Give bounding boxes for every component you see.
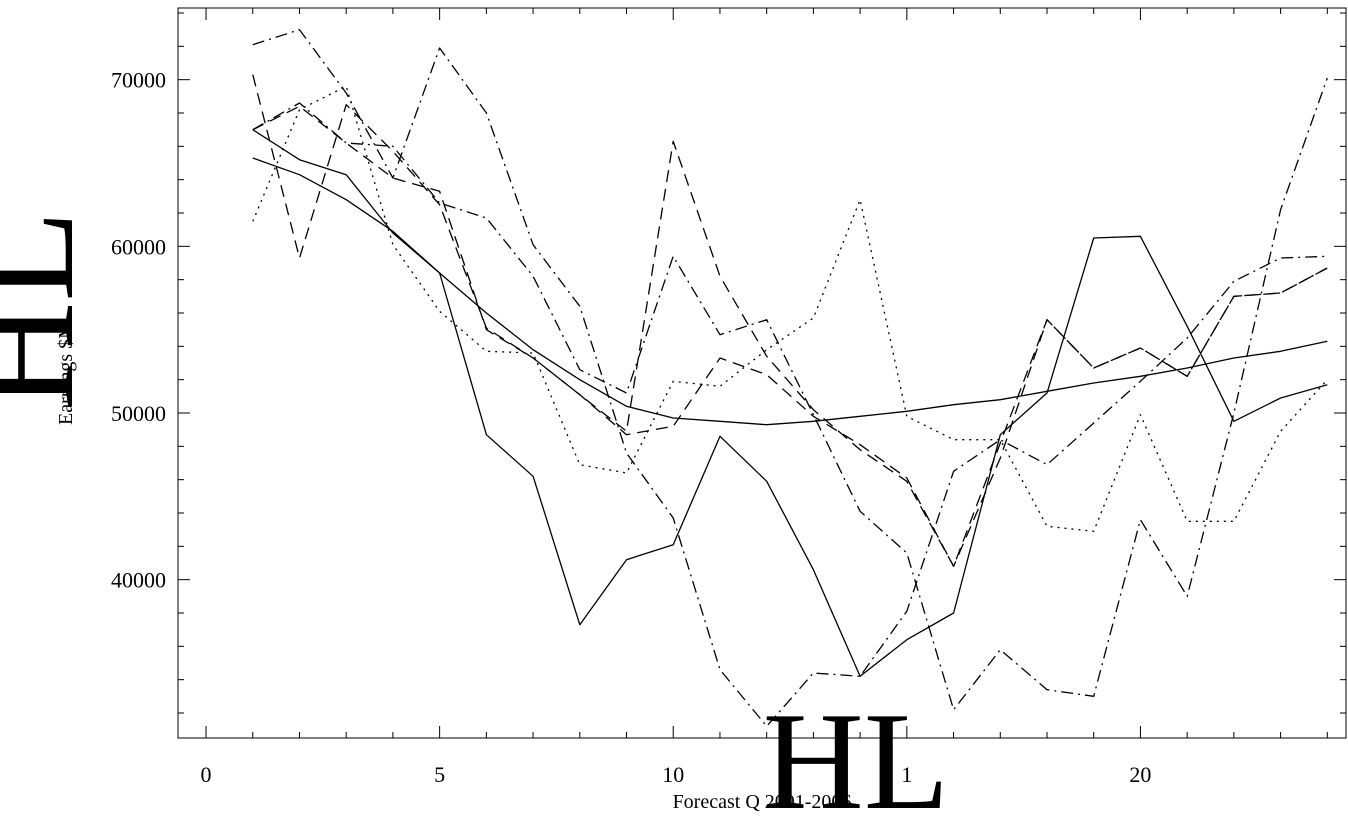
- series-layer: [252, 29, 1328, 727]
- x-tick-label: 1: [901, 762, 912, 787]
- y-axis-label: Earnings $M: [55, 321, 77, 425]
- series-line-5: [252, 85, 1328, 532]
- series-line-1: [252, 129, 1328, 677]
- x-axis-overlay-glyph: HL: [763, 684, 950, 816]
- x-tick-label: 0: [201, 762, 212, 787]
- series-line-7: [252, 105, 1328, 567]
- tick-labels: 0 5 10 1 20 40000 50000 60000 70000: [111, 68, 1151, 787]
- y-tick-label: 70000: [111, 68, 166, 93]
- y-tick-label: 50000: [111, 401, 166, 426]
- x-tick-label: 20: [1129, 762, 1151, 787]
- x-axis-label: Forecast Q 2001-2006: [673, 791, 852, 813]
- y-tick-label: 60000: [111, 234, 166, 259]
- series-line-4: [252, 29, 1328, 727]
- plot-frame: [177, 7, 1347, 739]
- series-line-2: [252, 157, 1328, 426]
- axis-ticks: [178, 8, 1346, 738]
- y-tick-label: 40000: [111, 568, 166, 593]
- x-tick-label: 10: [662, 762, 684, 787]
- series-line-3: [252, 74, 1328, 567]
- x-tick-label: 5: [434, 762, 445, 787]
- y-axis-overlay-glyph: HL: [0, 210, 105, 410]
- series-line-6: [252, 77, 1328, 711]
